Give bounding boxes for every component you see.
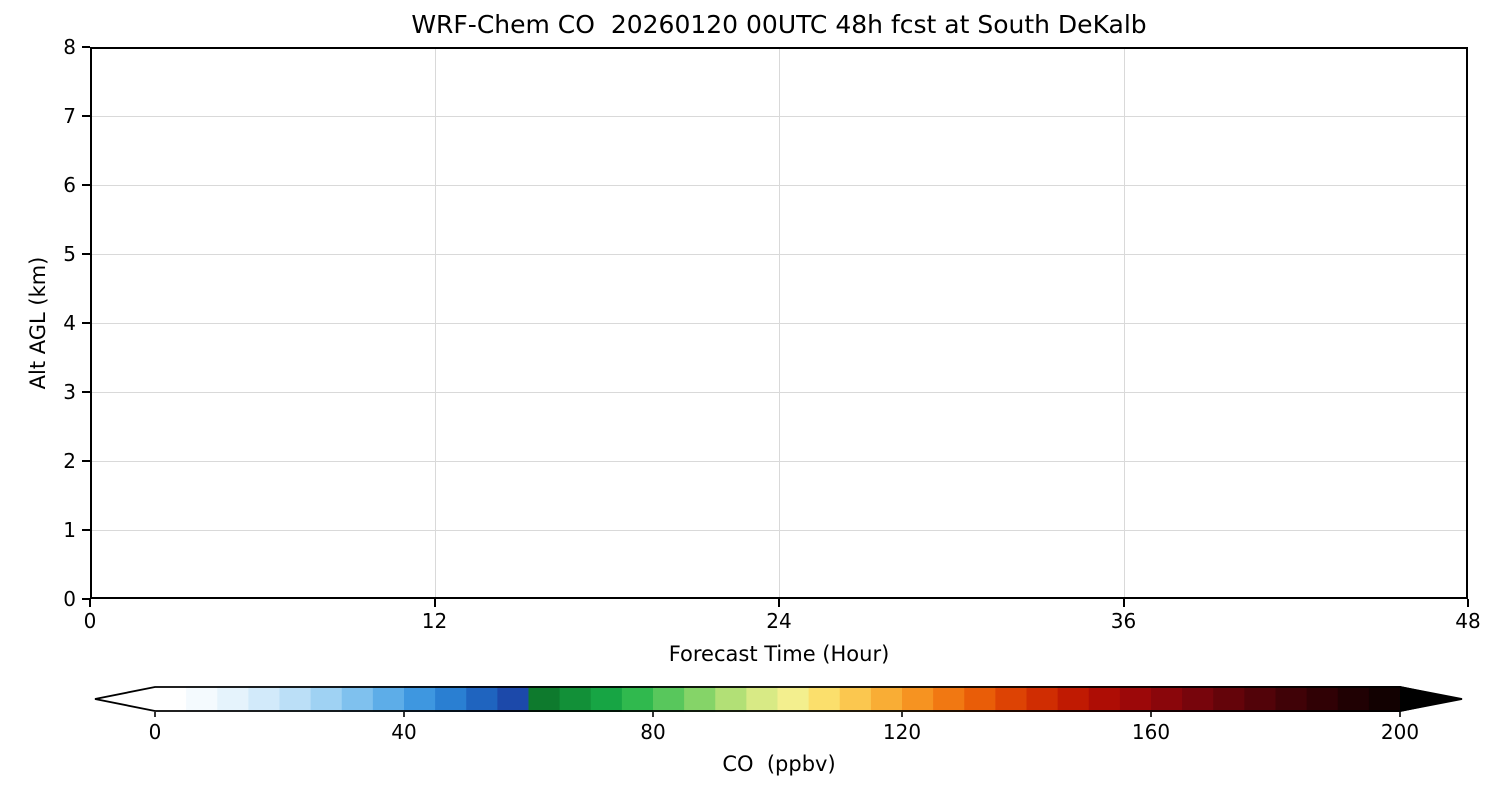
colorbar-segment: [435, 686, 467, 712]
y-tick-label: 2: [63, 449, 76, 473]
x-tick-label: 0: [83, 609, 97, 633]
colorbar-tick-label: 160: [1131, 720, 1171, 744]
y-tick: [82, 529, 90, 531]
y-tick: [82, 460, 90, 462]
colorbar-tick-label: 200: [1380, 720, 1420, 744]
y-tick-label: 3: [63, 380, 76, 404]
colorbar-segment: [372, 686, 405, 712]
colorbar-segment: [1119, 686, 1152, 712]
gridline-horizontal: [92, 461, 1466, 462]
colorbar-segment: [279, 686, 312, 712]
colorbar-segment: [186, 686, 218, 712]
colorbar-segment: [902, 686, 934, 712]
y-tick-label: 8: [63, 35, 76, 59]
colorbar-tick-label: 0: [148, 720, 162, 744]
y-axis-tick-labels: 0 1 2 3 4 5 6 7 8: [30, 0, 76, 800]
colorbar-segment: [404, 686, 436, 712]
colorbar-segment: [1213, 686, 1245, 712]
y-tick: [82, 115, 90, 117]
colorbar-segment: [964, 686, 996, 712]
x-tick: [433, 599, 436, 607]
x-tick-label: 36: [1110, 609, 1137, 633]
colorbar-segment: [653, 686, 685, 712]
y-tick-label: 0: [63, 587, 76, 611]
colorbar-segment: [870, 686, 903, 712]
colorbar-segment: [341, 686, 374, 712]
y-tick-label: 6: [63, 173, 76, 197]
colorbar-segment: [1368, 686, 1401, 712]
y-tick: [82, 598, 90, 600]
colorbar-segment: [248, 686, 281, 712]
y-tick: [82, 322, 90, 324]
colorbar-segment: [559, 686, 592, 712]
colorbar-label: CO (ppbv): [722, 752, 836, 776]
colorbar-segment: [746, 686, 779, 712]
colorbar-tick-label: 80: [640, 720, 666, 744]
y-tick: [82, 391, 90, 393]
colorbar-segment: [1151, 686, 1183, 712]
gridline-horizontal: [92, 185, 1466, 186]
colorbar-segment: [1088, 686, 1121, 712]
x-tick: [1122, 599, 1125, 607]
colorbar-segment: [528, 686, 561, 712]
colorbar-segment: [1275, 686, 1308, 712]
colorbar-segment: [1026, 686, 1059, 712]
y-tick-label: 7: [63, 104, 76, 128]
colorbar-segment: [621, 686, 654, 712]
gridline-horizontal: [92, 254, 1466, 255]
colorbar-segment: [1057, 686, 1090, 712]
colorbar-segment: [715, 686, 747, 712]
x-tick: [1467, 599, 1469, 607]
colorbar-outline: [94, 686, 1463, 712]
y-tick: [82, 184, 90, 186]
chart-title: WRF-Chem CO 20260120 00UTC 48h fcst at S…: [411, 10, 1147, 39]
gridline-horizontal: [92, 530, 1466, 531]
x-tick-label: 48: [1455, 609, 1481, 633]
colorbar-segment: [1337, 686, 1370, 712]
y-tick: [82, 46, 90, 48]
colorbar-segment: [777, 686, 810, 712]
y-tick-label: 4: [63, 311, 76, 335]
colorbar-tick-labels: 0 40 80 120 160 200: [90, 720, 1470, 748]
y-tick: [82, 253, 90, 255]
colorbar-tick-label: 120: [882, 720, 922, 744]
colorbar-segment: [1182, 686, 1214, 712]
colorbar-segment: [839, 686, 872, 712]
colorbar-segment: [808, 686, 841, 712]
colorbar-over-arrow: [1400, 686, 1462, 712]
gridline-horizontal: [92, 392, 1466, 393]
colorbar-segment: [466, 686, 498, 712]
x-axis-label: Forecast Time (Hour): [668, 642, 890, 666]
colorbar-segment: [684, 686, 716, 712]
colorbar-segment: [1306, 686, 1339, 712]
gridline-horizontal: [92, 323, 1466, 324]
colorbar-segment: [995, 686, 1028, 712]
colorbar-segment: [217, 686, 249, 712]
colorbar-tick-label: 40: [391, 720, 417, 744]
x-tick-label: 24: [766, 609, 792, 633]
colorbar-segment: [590, 686, 623, 712]
colorbar-segment: [1244, 686, 1277, 712]
colorbar-segment: [155, 686, 187, 712]
y-tick-label: 1: [63, 518, 76, 542]
x-tick: [778, 599, 780, 607]
colorbar-under-arrow: [95, 686, 155, 712]
plot-area: [90, 47, 1468, 599]
x-tick: [89, 599, 91, 607]
y-tick-label: 5: [63, 242, 76, 266]
x-tick-label: 12: [421, 609, 448, 633]
colorbar: [94, 686, 1463, 717]
gridline-horizontal: [92, 116, 1466, 117]
colorbar-segment: [933, 686, 965, 712]
colorbar-segment: [497, 686, 530, 712]
colorbar-segment: [310, 686, 343, 712]
